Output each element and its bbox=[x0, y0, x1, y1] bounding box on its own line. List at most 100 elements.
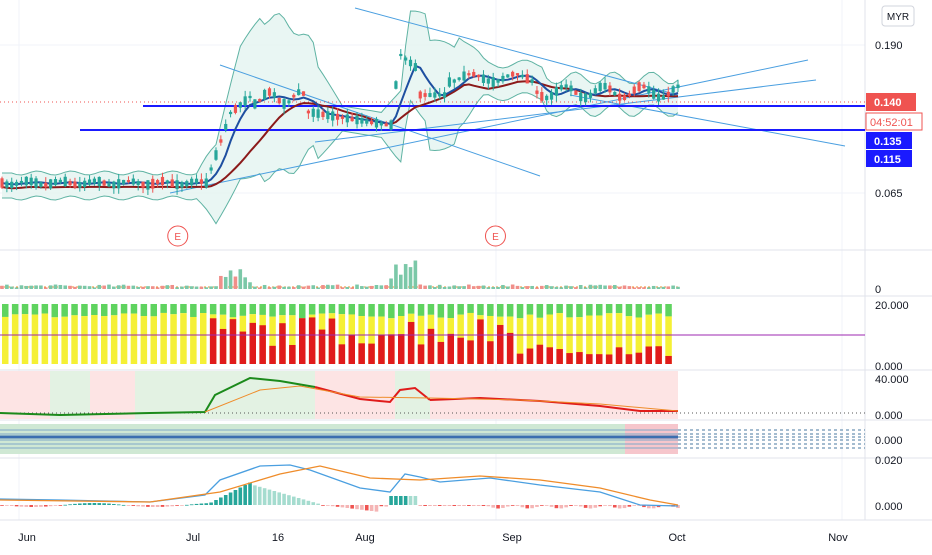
volume-bar bbox=[92, 287, 97, 289]
macd-histogram-bar bbox=[82, 503, 87, 505]
candle-body bbox=[263, 89, 267, 100]
macd-histogram-bar bbox=[214, 500, 218, 505]
volume-bar bbox=[321, 285, 325, 289]
macd-histogram-bar bbox=[501, 505, 505, 508]
osc-bar-yellow bbox=[605, 313, 613, 364]
volume-bar bbox=[209, 286, 213, 289]
candle-body bbox=[603, 82, 607, 90]
volume-bar bbox=[68, 285, 72, 289]
macd-histogram-bar bbox=[428, 505, 432, 506]
osc-bar-red bbox=[536, 344, 544, 364]
macd-histogram-bar bbox=[97, 503, 102, 505]
macd-histogram-bar bbox=[588, 505, 593, 509]
macd-histogram-bar bbox=[306, 500, 311, 505]
osc-bar-green bbox=[299, 304, 306, 319]
macd-histogram-bar bbox=[413, 496, 418, 505]
volume-bar bbox=[403, 264, 408, 289]
osc-bar-red bbox=[467, 340, 474, 364]
osc-bar-green bbox=[546, 304, 553, 315]
osc-bar-green bbox=[120, 304, 128, 314]
osc-bar-yellow bbox=[41, 313, 49, 364]
candle-body bbox=[258, 98, 262, 102]
macd-histogram-bar bbox=[418, 505, 423, 506]
osc-bar-yellow bbox=[289, 315, 296, 364]
osc-bar-red bbox=[635, 352, 643, 364]
candle-body bbox=[102, 180, 106, 186]
volume-bar bbox=[554, 286, 559, 289]
macd-histogram-bar bbox=[136, 505, 140, 507]
candle-body bbox=[477, 74, 481, 78]
osc-bar-green bbox=[427, 304, 435, 315]
candle-body bbox=[209, 167, 213, 171]
volume-bar bbox=[53, 284, 58, 289]
volume-bar bbox=[564, 285, 568, 289]
osc-bar-yellow bbox=[110, 315, 118, 364]
candle-body bbox=[224, 123, 228, 131]
osc-bar-green bbox=[457, 304, 464, 315]
macd-histogram-bar bbox=[199, 503, 204, 505]
osc-bar-yellow bbox=[546, 314, 553, 364]
volume-bar bbox=[540, 285, 544, 289]
macd-histogram-bar bbox=[257, 486, 262, 505]
candle-body bbox=[19, 180, 24, 184]
candle-body bbox=[408, 59, 413, 67]
osc-bar-red bbox=[427, 328, 435, 364]
osc-bar-red bbox=[388, 334, 395, 364]
candle-body bbox=[185, 181, 189, 187]
macd-histogram-bar bbox=[126, 505, 131, 506]
macd-histogram-bar bbox=[676, 505, 680, 509]
macd-histogram-bar bbox=[107, 503, 111, 505]
volume-bar bbox=[398, 274, 403, 289]
osc-bar-yellow bbox=[81, 316, 88, 364]
macd-histogram-bar bbox=[326, 505, 330, 506]
osc-bar-green bbox=[200, 304, 207, 314]
volume-bar bbox=[574, 287, 578, 289]
volume-bar bbox=[267, 287, 272, 289]
macd-histogram-bar bbox=[296, 498, 301, 505]
candle-body bbox=[350, 117, 354, 122]
volume-bar bbox=[369, 285, 374, 289]
macd-histogram-bar bbox=[131, 505, 136, 506]
macd-histogram-bar bbox=[282, 493, 286, 505]
macd-histogram-bar bbox=[462, 505, 466, 506]
macd-histogram-bar bbox=[340, 505, 345, 508]
osc-bar-green bbox=[269, 304, 276, 317]
candle-body bbox=[194, 178, 199, 184]
candle-body bbox=[608, 85, 612, 93]
osc-bar-green bbox=[477, 304, 484, 316]
volume-bar bbox=[486, 287, 491, 289]
osc-bar-yellow bbox=[120, 313, 128, 364]
candle-body bbox=[423, 93, 427, 97]
volume-bar bbox=[0, 285, 4, 289]
candle-body bbox=[452, 79, 456, 83]
candle-body bbox=[233, 105, 238, 113]
macd-histogram-bar bbox=[311, 502, 316, 505]
macd-histogram-bar bbox=[253, 485, 257, 505]
earnings-marker-label: E bbox=[492, 232, 499, 243]
macd-histogram-bar bbox=[369, 505, 374, 511]
candle-body bbox=[190, 178, 194, 186]
macd-histogram-bar bbox=[627, 505, 632, 507]
macd-histogram-bar bbox=[564, 505, 568, 508]
candle-body bbox=[136, 181, 140, 186]
candle-body bbox=[632, 86, 636, 94]
trend-line-positive bbox=[0, 376, 316, 417]
candle-body bbox=[506, 74, 510, 78]
level-tag-b: 0.115 bbox=[874, 154, 901, 166]
macd-histogram-bar bbox=[9, 505, 14, 506]
candle-body bbox=[287, 100, 291, 104]
macd-histogram-bar bbox=[408, 496, 413, 505]
candle-body bbox=[379, 122, 383, 126]
volume-panel bbox=[0, 260, 680, 289]
candle-body bbox=[97, 176, 101, 187]
volume-bar bbox=[588, 284, 593, 289]
volume-bar bbox=[627, 286, 632, 289]
macd-histogram-bar bbox=[291, 496, 296, 505]
osc-bar-yellow bbox=[150, 316, 157, 364]
candle-body bbox=[374, 118, 379, 128]
volume-bar bbox=[612, 284, 617, 289]
candle-body bbox=[14, 181, 19, 186]
